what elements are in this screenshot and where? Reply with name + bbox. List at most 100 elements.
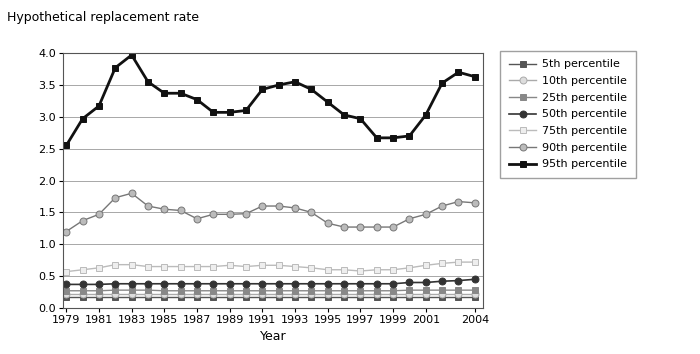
75th percentile [160, 264, 169, 269]
50th percentile [421, 280, 430, 285]
95th percentile [78, 116, 87, 121]
5th percentile [372, 295, 381, 299]
10th percentile [323, 292, 332, 296]
90th percentile [372, 225, 381, 229]
25th percentile [454, 288, 463, 292]
50th percentile [225, 282, 234, 286]
75th percentile [340, 268, 349, 272]
10th percentile [209, 292, 218, 296]
90th percentile [405, 217, 414, 221]
50th percentile [323, 282, 332, 286]
75th percentile [274, 263, 283, 267]
90th percentile [209, 212, 218, 216]
10th percentile [470, 292, 479, 296]
5th percentile [193, 295, 201, 299]
5th percentile [470, 295, 479, 299]
90th percentile [421, 212, 430, 216]
Line: 10th percentile: 10th percentile [63, 291, 478, 297]
75th percentile [454, 260, 463, 264]
75th percentile [258, 263, 267, 267]
10th percentile [389, 292, 398, 296]
25th percentile [241, 289, 250, 293]
75th percentile [78, 268, 87, 272]
10th percentile [111, 292, 120, 296]
X-axis label: Year: Year [260, 331, 286, 343]
75th percentile [405, 266, 414, 270]
50th percentile [340, 282, 349, 286]
5th percentile [144, 295, 152, 299]
5th percentile [340, 295, 349, 299]
90th percentile [111, 196, 120, 200]
Line: 75th percentile: 75th percentile [64, 259, 477, 274]
75th percentile [438, 261, 447, 266]
50th percentile [94, 282, 103, 286]
90th percentile [62, 229, 71, 234]
10th percentile [94, 292, 103, 296]
5th percentile [209, 295, 218, 299]
5th percentile [454, 295, 463, 299]
50th percentile [241, 282, 250, 286]
95th percentile [94, 104, 103, 108]
75th percentile [111, 263, 120, 267]
25th percentile [144, 288, 152, 292]
95th percentile [62, 143, 71, 148]
50th percentile [258, 282, 267, 286]
90th percentile [389, 225, 398, 229]
25th percentile [421, 288, 430, 292]
5th percentile [258, 295, 267, 299]
75th percentile [176, 264, 185, 269]
50th percentile [111, 282, 120, 286]
50th percentile [405, 280, 414, 285]
95th percentile [144, 80, 152, 84]
50th percentile [160, 282, 169, 286]
95th percentile [438, 81, 447, 85]
95th percentile [111, 65, 120, 70]
90th percentile [193, 217, 201, 221]
10th percentile [372, 292, 381, 296]
25th percentile [470, 288, 479, 292]
25th percentile [323, 289, 332, 293]
90th percentile [94, 212, 103, 216]
25th percentile [372, 289, 381, 293]
75th percentile [307, 266, 316, 270]
25th percentile [225, 289, 234, 293]
10th percentile [127, 292, 136, 296]
10th percentile [225, 292, 234, 296]
95th percentile [258, 87, 267, 92]
25th percentile [356, 289, 365, 293]
50th percentile [438, 279, 447, 283]
Line: 5th percentile: 5th percentile [64, 294, 477, 299]
50th percentile [78, 282, 87, 286]
95th percentile [193, 97, 201, 102]
95th percentile [470, 75, 479, 79]
10th percentile [274, 292, 283, 296]
90th percentile [160, 207, 169, 211]
25th percentile [160, 289, 169, 293]
95th percentile [372, 136, 381, 140]
90th percentile [274, 204, 283, 208]
95th percentile [421, 113, 430, 117]
10th percentile [160, 292, 169, 296]
75th percentile [193, 264, 201, 269]
10th percentile [62, 292, 71, 296]
10th percentile [438, 292, 447, 296]
5th percentile [225, 295, 234, 299]
10th percentile [78, 292, 87, 296]
95th percentile [160, 91, 169, 95]
50th percentile [470, 277, 479, 281]
10th percentile [307, 292, 316, 296]
50th percentile [62, 282, 71, 286]
95th percentile [454, 70, 463, 74]
5th percentile [94, 295, 103, 299]
25th percentile [389, 289, 398, 293]
50th percentile [454, 279, 463, 283]
5th percentile [62, 295, 71, 299]
10th percentile [340, 292, 349, 296]
25th percentile [274, 289, 283, 293]
90th percentile [470, 201, 479, 205]
50th percentile [307, 282, 316, 286]
50th percentile [274, 282, 283, 286]
75th percentile [470, 260, 479, 264]
5th percentile [307, 295, 316, 299]
5th percentile [421, 295, 430, 299]
